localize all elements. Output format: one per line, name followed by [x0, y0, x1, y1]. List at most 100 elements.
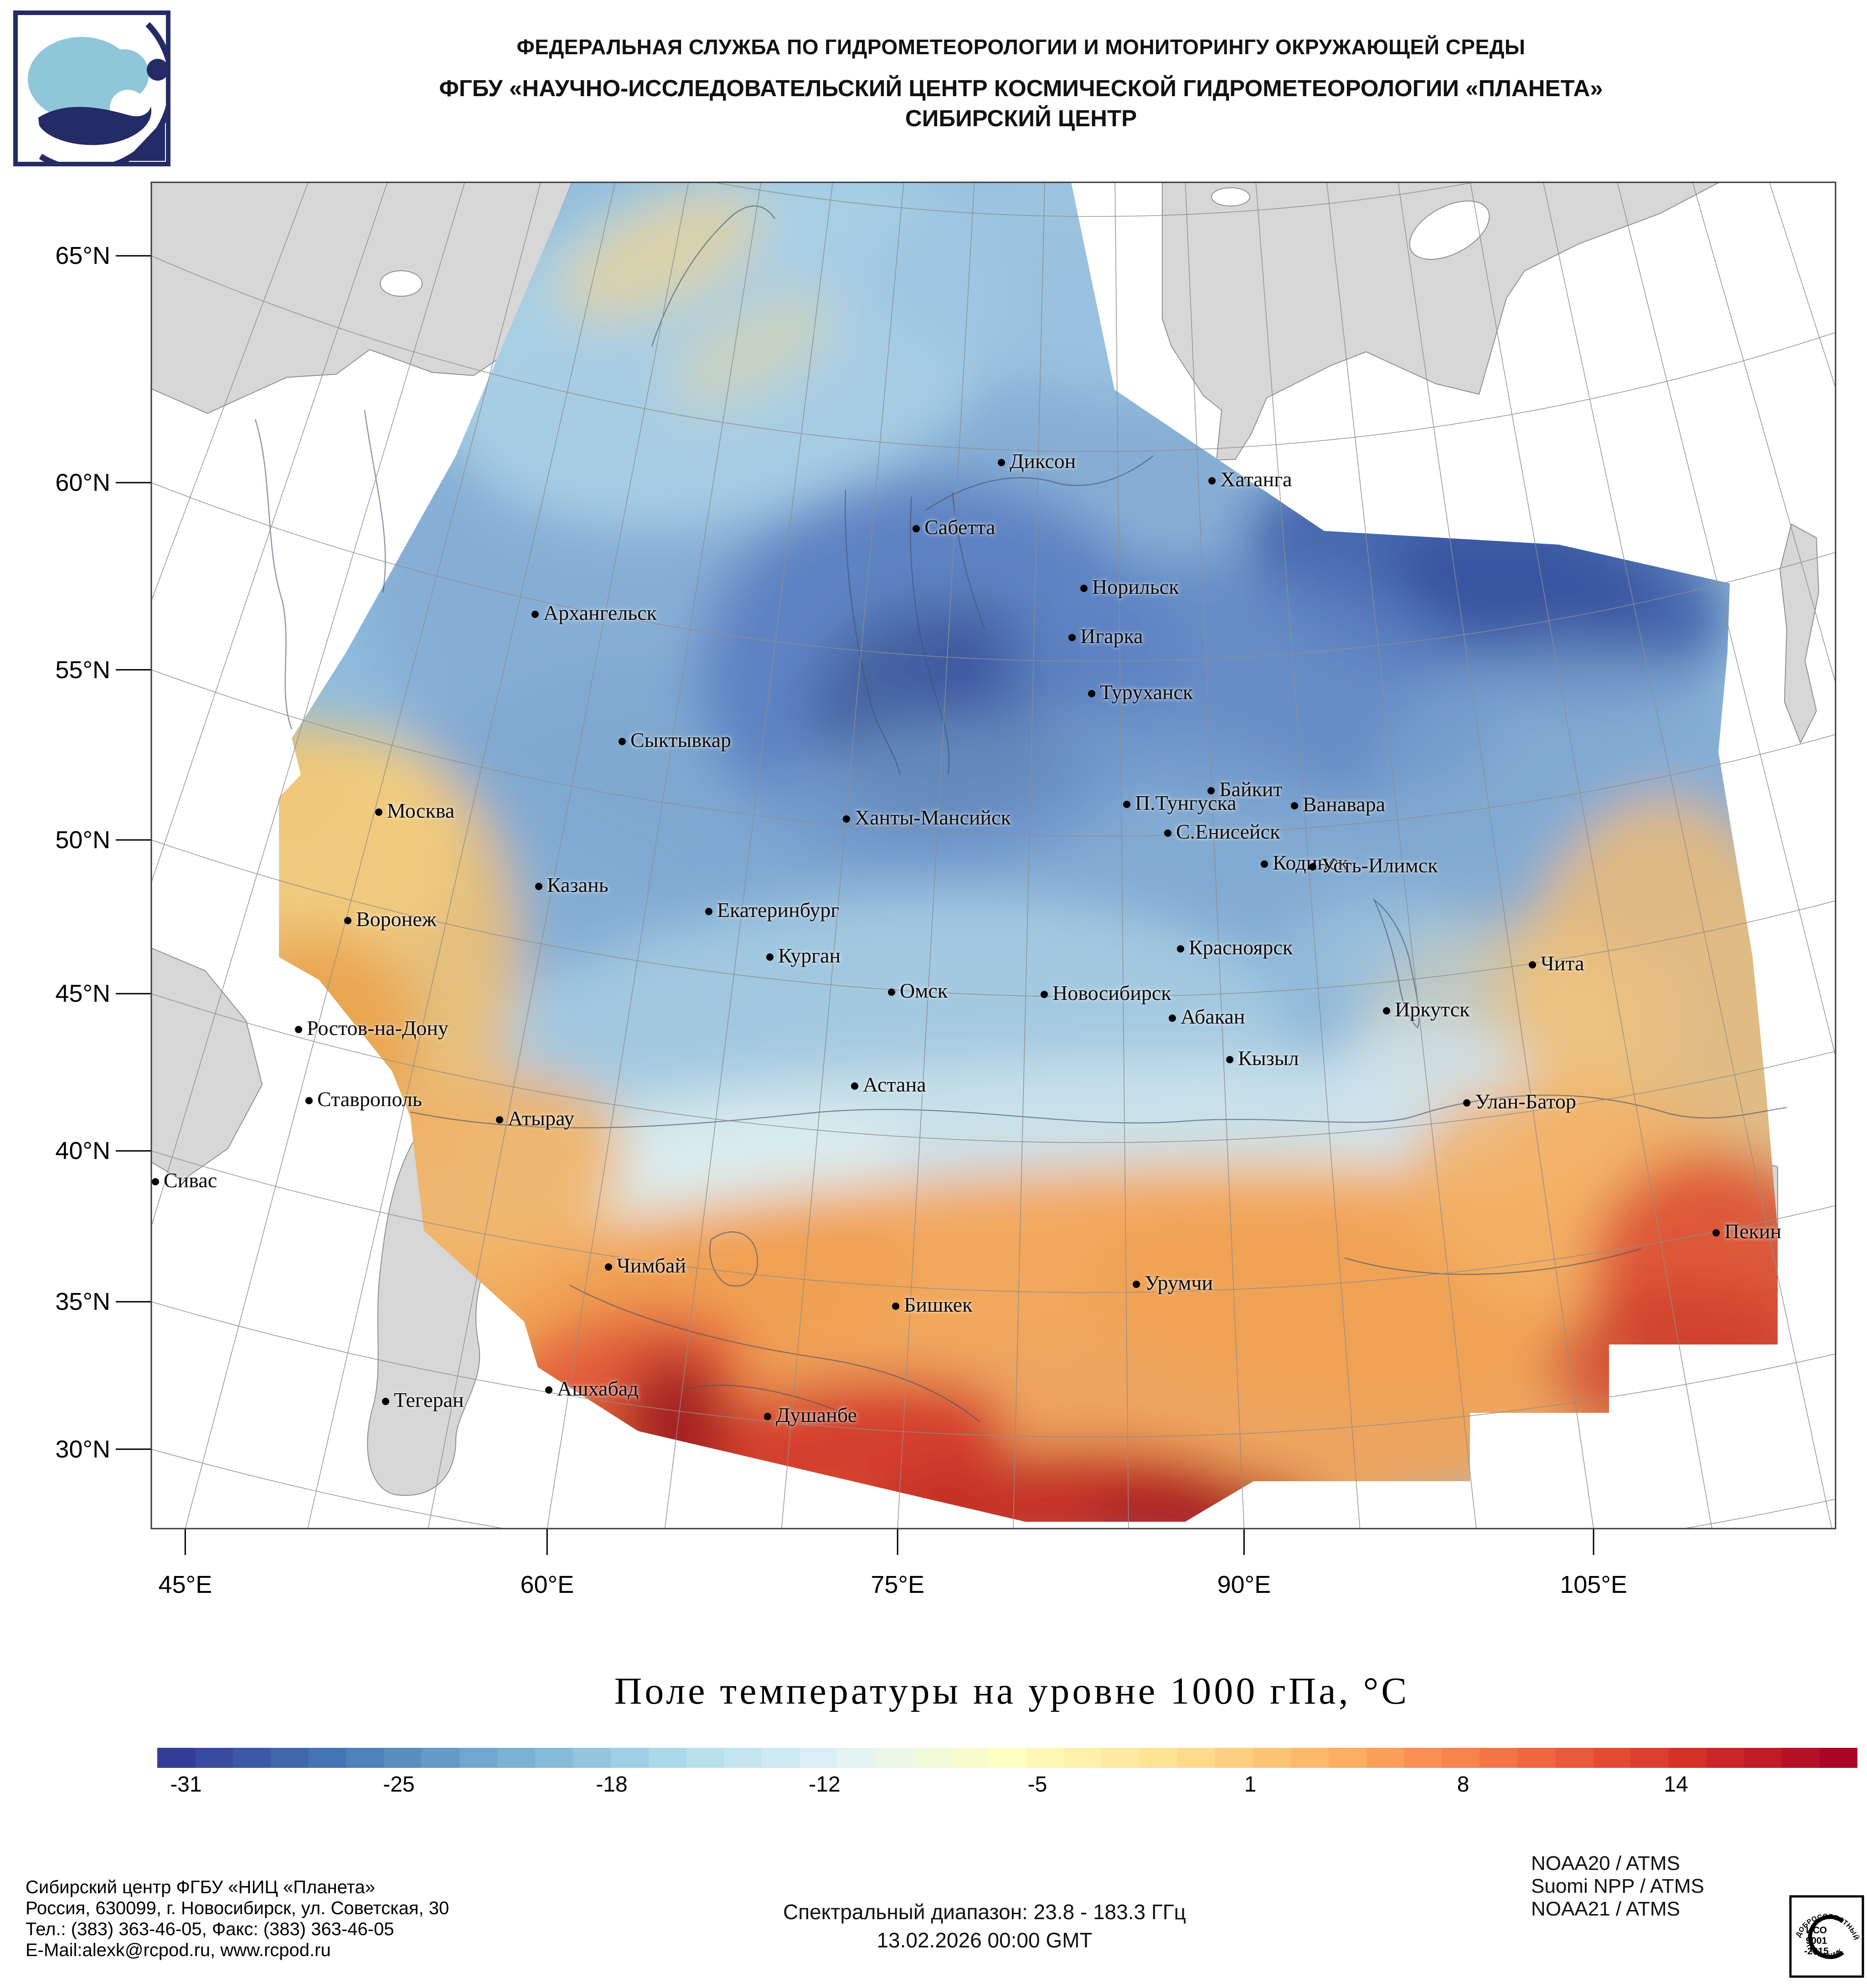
lon-label: 60°E — [520, 1571, 574, 1598]
colorbar-segment — [422, 1748, 460, 1768]
city-dot — [619, 738, 626, 745]
lena-water — [1779, 523, 1820, 744]
lon-label: 105°E — [1560, 1571, 1627, 1598]
colorbar-segment — [1593, 1748, 1631, 1768]
city-label: Урумчи — [1145, 1271, 1213, 1294]
spectral-range: Спектральный диапазон: 23.8 - 183.3 ГГц — [783, 1900, 1186, 1924]
colorbar-segment — [1404, 1748, 1442, 1768]
city-label: Астана — [863, 1073, 926, 1096]
iso-9001-badge: ДОБРОСОВЕСТНЫЙ ПОСТАВЩИК ИСО 9001 -2015 — [1789, 1895, 1864, 1978]
colorbar-segment — [724, 1748, 762, 1768]
city-label: Хатанга — [1220, 468, 1292, 491]
city-dot — [766, 953, 774, 961]
city-dot — [375, 809, 382, 816]
city-dot — [1529, 961, 1536, 968]
colorbar-segment — [762, 1748, 800, 1768]
colorbar-segment — [346, 1748, 384, 1768]
colorbar-segment — [913, 1748, 951, 1768]
lat-label: 55°N — [55, 656, 110, 684]
island — [1409, 200, 1490, 260]
city-dot — [1226, 1056, 1233, 1063]
city-dot — [1068, 634, 1076, 641]
colorbar-segment — [1102, 1748, 1140, 1768]
city-label: Ставрополь — [317, 1087, 422, 1111]
colorbar-segment — [950, 1748, 989, 1768]
colorbar-segment — [1140, 1748, 1178, 1768]
city-label: Кодинск — [1273, 851, 1348, 874]
city-label: Душанбе — [776, 1403, 857, 1427]
city-dot — [843, 815, 850, 823]
city-label: Сивас — [164, 1169, 217, 1192]
colorbar-tick-label: 1 — [1244, 1772, 1257, 1797]
colorbar-segment — [610, 1748, 649, 1768]
colorbar-segment — [572, 1748, 611, 1768]
city-dot — [496, 1116, 503, 1123]
colorbar-segment — [1328, 1748, 1367, 1768]
colorbar-segment — [384, 1748, 422, 1768]
planeta-logo — [13, 10, 170, 166]
lat-label: 50°N — [55, 826, 110, 854]
city-label: Туруханск — [1100, 680, 1193, 704]
address-line: Тел.: (383) 363-46-05, Факс: (383) 363-4… — [26, 1919, 394, 1939]
corner-triangle — [125, 118, 165, 161]
city-label: Сыктывкар — [630, 728, 732, 752]
address-line: Сибирский центр ФГБУ «НИЦ «Планета» — [26, 1877, 375, 1897]
kara-laptev-sea — [1162, 182, 1720, 461]
city-label: Пекин — [1724, 1220, 1782, 1243]
black-sea — [151, 947, 263, 1181]
city-label: Ханты-Мансийск — [855, 806, 1011, 829]
city-dot — [1041, 991, 1048, 998]
colorbar-segment — [1820, 1748, 1858, 1768]
city-label: Сабетта — [924, 515, 995, 539]
colorbar-tick-label: -25 — [383, 1772, 415, 1797]
iso-line1: ИСО — [1806, 1925, 1827, 1936]
city-label: Казань — [547, 873, 609, 896]
colorbar-segment — [1366, 1748, 1404, 1768]
colorbar-segment — [837, 1748, 875, 1768]
city-dot — [1088, 690, 1095, 697]
city-label: С.Енисейск — [1176, 820, 1280, 843]
city-dot — [764, 1413, 771, 1420]
city-label: Атырау — [508, 1107, 575, 1130]
lat-label: 40°N — [55, 1137, 110, 1165]
city-label: Чимбай — [617, 1254, 686, 1277]
island — [1211, 187, 1250, 206]
colorbar-segment — [988, 1748, 1026, 1768]
satellite-name: NOAA21 / ATMS — [1531, 1898, 1680, 1920]
colorbar-segment — [232, 1748, 271, 1768]
city-dot — [305, 1097, 313, 1104]
colorbar-segment — [1517, 1748, 1555, 1768]
colorbar-segment — [1290, 1748, 1329, 1768]
colorbar-segment — [1064, 1748, 1102, 1768]
city-label: Новосибирск — [1052, 981, 1171, 1004]
colorbar-segment — [195, 1748, 233, 1768]
city-label: Ашхабад — [557, 1377, 639, 1400]
city-dot — [535, 883, 542, 890]
city-label: Норильск — [1092, 575, 1179, 598]
city-label: Чита — [1541, 952, 1584, 975]
map-frame — [150, 181, 1836, 1530]
colorbar-segment — [459, 1748, 498, 1768]
city-dot — [1261, 860, 1268, 868]
city-dot — [913, 525, 920, 532]
lat-label: 45°N — [55, 980, 110, 1008]
map-title: Поле температуры на уровне 1000 гПа, °C — [614, 1670, 1410, 1712]
city-dot — [605, 1263, 612, 1271]
address-line: Россия, 630099, г. Новосибирск, ул. Сове… — [26, 1898, 449, 1918]
city-label: Красноярск — [1189, 936, 1293, 959]
city-dot — [1133, 1281, 1140, 1288]
city-dot — [531, 611, 539, 618]
city-dot — [344, 917, 351, 924]
city-label: Ванавара — [1303, 793, 1386, 816]
lat-label: 30°N — [55, 1435, 110, 1463]
colorbar-segment — [875, 1748, 913, 1768]
city-label: Бишкек — [904, 1293, 973, 1316]
colorbar-segment — [1026, 1748, 1064, 1768]
city-dot — [382, 1398, 389, 1405]
colorbar-segment — [1706, 1748, 1744, 1768]
city-label: Воронеж — [356, 907, 437, 931]
colorbar-segment — [1744, 1748, 1782, 1768]
city-dot — [1177, 945, 1184, 953]
lon-label: 75°E — [871, 1571, 925, 1598]
